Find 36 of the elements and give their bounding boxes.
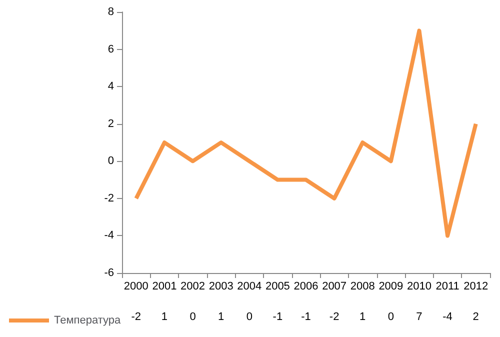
y-tick-label: 8 (108, 6, 114, 18)
x-tick-label: 2002 (180, 280, 206, 292)
x-tick-label: 2006 (294, 280, 318, 292)
x-tick-label: 2001 (152, 280, 177, 292)
legend-label: Температура (54, 314, 122, 326)
x-tick-label: 2000 (124, 280, 148, 292)
x-tick-label: 2003 (208, 280, 234, 292)
y-tick-label: 0 (108, 155, 114, 168)
x-tick-label: 2007 (322, 280, 347, 292)
y-tick-label: -2 (104, 192, 114, 204)
data-label: -2 (329, 311, 340, 323)
x-tick-label: 2004 (237, 280, 262, 292)
data-label: 7 (416, 311, 422, 323)
data-label: 1 (218, 311, 224, 323)
x-tick-label: 2009 (378, 280, 404, 292)
line-series (134, 28, 478, 238)
y-tick-label: 2 (108, 118, 114, 130)
data-label: 2 (472, 311, 479, 323)
x-tick-label: 2012 (464, 280, 488, 292)
y-tick-label: -6 (104, 267, 114, 279)
data-label: -1 (272, 311, 283, 323)
data-label: -4 (442, 311, 452, 323)
y-tick-label: -4 (104, 230, 114, 242)
data-label: 0 (190, 311, 196, 323)
data-label: -2 (131, 311, 142, 323)
x-tick-label: 2011 (436, 280, 460, 292)
data-label: -1 (301, 311, 311, 323)
data-label: 0 (388, 311, 394, 323)
data-label: 1 (161, 311, 168, 323)
y-tick-label: 6 (108, 43, 114, 56)
data-label: 0 (246, 311, 252, 323)
x-tick-label: 2005 (265, 280, 290, 292)
data-label: 1 (360, 311, 366, 323)
x-tick-label: 2008 (350, 280, 375, 292)
y-tick-label: 4 (108, 80, 114, 93)
x-tick-label: 2010 (406, 280, 432, 292)
